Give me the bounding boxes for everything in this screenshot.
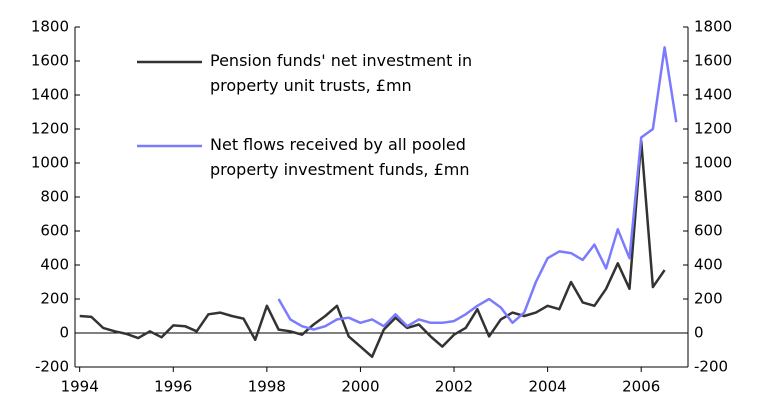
y2-tick-label: 1800: [694, 18, 732, 36]
y-tick-label: -200: [35, 358, 69, 376]
x-tick-label: 1996: [154, 378, 192, 396]
x-tick-label: 2002: [435, 378, 473, 396]
y-tick-label: 1800: [31, 18, 69, 36]
y2-tick-label: 1600: [694, 52, 732, 70]
legend-label: Pension funds' net investment in propert…: [210, 51, 473, 95]
legend-item: Net flows received by all pooled propert…: [210, 135, 470, 179]
y-tick-label: 200: [40, 290, 69, 308]
x-tick-label: 2000: [341, 378, 379, 396]
x-tick-label: 2004: [529, 378, 567, 396]
x-tick-label: 1998: [248, 378, 286, 396]
legend-item: Pension funds' net investment in propert…: [210, 51, 473, 95]
series-line: [79, 139, 666, 359]
y2-tick-label: 200: [694, 290, 723, 308]
legend-label: Net flows received by all pooled propert…: [210, 135, 470, 179]
series-line: [277, 46, 678, 331]
y2-tick-label: 0: [694, 324, 704, 342]
x-tick-label: 1994: [61, 378, 99, 396]
y-tick-label: 1600: [31, 52, 69, 70]
y2-tick-label: 600: [694, 222, 723, 240]
y-tick-label: 400: [40, 256, 69, 274]
x-tick-label: 2006: [622, 378, 660, 396]
y2-tick-label: 1000: [694, 154, 732, 172]
y2-tick-label: 800: [694, 188, 723, 206]
y-tick-label: 0: [59, 324, 69, 342]
y-tick-label: 1400: [31, 86, 69, 104]
y-tick-label: 1200: [31, 120, 69, 138]
y-tick-label: 800: [40, 188, 69, 206]
y2-tick-label: 1400: [694, 86, 732, 104]
y2-tick-label: -200: [694, 358, 728, 376]
y2-tick-label: 1200: [694, 120, 732, 138]
y2-tick-label: 400: [694, 256, 723, 274]
y-tick-label: 1000: [31, 154, 69, 172]
y-tick-label: 600: [40, 222, 69, 240]
